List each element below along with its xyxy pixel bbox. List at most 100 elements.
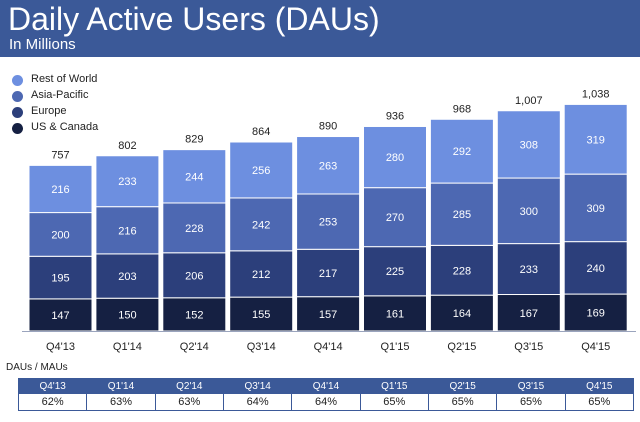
bar-segment-europe [229,250,294,298]
bar-total-label: 1,038 [582,88,610,100]
legend-item-asia-pacific: Asia-Pacific [12,88,162,104]
legend-swatch-asia-pacific [12,91,23,102]
bar-segment-asia-pacific [496,177,561,245]
bar-segment-rest-of-world [229,141,294,199]
dau-mau-value: 65% [359,393,429,411]
bar-value-label: 147 [51,310,69,322]
bar-value-label: 216 [118,225,136,237]
bar-segment-rest-of-world [496,110,561,179]
bar-total-label: 802 [118,140,136,152]
bar-segment-rest-of-world [28,164,93,214]
bar-value-label: 203 [118,271,136,283]
legend-label: Rest of World [31,73,98,85]
bar-value-label: 217 [319,268,337,280]
legend-label: Europe [31,105,67,117]
bar-value-label: 233 [118,176,136,188]
bar-segment-asia-pacific [296,193,361,250]
x-tick-label: Q2'15 [447,341,476,353]
dau-mau-quarter: Q4'13 [17,378,88,394]
bar-segment-us-canada [28,298,93,332]
bar-total-label: 936 [386,110,404,122]
bar-value-label: 152 [185,309,203,321]
x-tick-label: Q3'14 [247,341,276,353]
bar-value-label: 157 [319,309,337,321]
bar-value-label: 300 [520,206,538,218]
bar-value-label: 253 [319,217,337,229]
bar-value-label: 280 [386,152,404,164]
bar-value-label: 195 [51,273,69,285]
bar-value-label: 309 [587,203,605,215]
legend-label: US & Canada [31,121,99,133]
bar-segment-europe [363,246,427,297]
bar-segment-us-canada [229,296,294,332]
bar-value-label: 164 [453,308,471,320]
x-tick-label: Q1'14 [113,341,142,353]
bar-value-label: 228 [185,223,203,235]
bar-segment-europe [563,241,628,295]
dau-mau-value: 64% [222,393,293,411]
bar-segment-europe [28,255,93,300]
bar-value-label: 263 [319,160,337,172]
dau-mau-value: 65% [427,393,498,411]
bar-value-label: 225 [386,266,404,278]
bar-segment-europe [496,243,561,296]
bar-segment-europe [95,253,160,299]
bar-value-label: 308 [520,139,538,151]
dau-mau-value: 65% [564,393,635,411]
bar-total-label: 864 [252,126,270,138]
bar-value-label: 256 [252,165,270,177]
bar-segment-europe [296,248,361,298]
bar-value-label: 228 [453,265,471,277]
bar-total-label: 890 [319,121,337,133]
x-tick-label: Q4'13 [46,341,75,353]
dau-mau-quarter: Q2'14 [154,378,224,394]
dau-mau-value: 65% [496,393,566,411]
bar-segment-asia-pacific [363,187,427,248]
dau-mau-value: 64% [291,393,361,411]
page-title: Daily Active Users (DAUs) [8,1,380,37]
bar-value-label: 169 [587,308,605,320]
bar-segment-us-canada [496,294,561,332]
dau-mau-table: Q4'13 Q1'14 Q2'14 Q3'14 Q4'14 Q1'15 Q2'1… [17,378,635,411]
legend-label: Asia-Pacific [31,89,89,101]
page-subtitle: In Millions [9,36,76,53]
bar-value-label: 161 [386,308,404,320]
bar-value-label: 155 [252,309,270,321]
dau-mau-label: DAUs / MAUs [6,362,68,373]
bar-segment-rest-of-world [95,155,160,208]
bar-value-label: 212 [252,269,270,281]
dau-mau-quarter: Q1'14 [86,378,156,394]
bar-segment-rest-of-world [296,136,361,195]
bar-segment-europe [429,244,494,296]
dau-mau-value: 62% [17,393,88,411]
bar-total-label: 1,007 [515,95,543,107]
legend-item-rest-of-world: Rest of World [12,72,162,88]
bar-value-label: 270 [386,212,404,224]
x-tick-label: Q1'15 [380,341,409,353]
x-tick-label: Q4'15 [581,341,610,353]
bar-segment-rest-of-world [162,149,227,204]
bar-value-label: 167 [520,308,538,320]
legend-item-us-canada: US & Canada [12,120,162,136]
bar-value-label: 206 [185,270,203,282]
bar-value-label: 319 [587,134,605,146]
bar-segment-asia-pacific [162,202,227,254]
bar-value-label: 285 [453,209,471,221]
bar-value-label: 292 [453,146,471,158]
legend-swatch-us-canada [12,123,23,134]
dau-mau-value: 63% [86,393,156,411]
bar-segment-asia-pacific [95,206,160,255]
bar-total-label: 968 [453,103,471,115]
bar-segment-asia-pacific [429,182,494,246]
bar-segment-rest-of-world [429,118,494,184]
dau-mau-quarter: Q3'15 [496,378,566,394]
bar-total-label: 757 [51,149,69,161]
legend-swatch-rest-of-world [12,75,23,86]
bar-segment-us-canada [429,294,494,332]
bar-segment-asia-pacific [563,173,628,243]
bar-total-label: 829 [185,134,203,146]
dau-mau-header-row: Q4'13 Q1'14 Q2'14 Q3'14 Q4'14 Q1'15 Q2'1… [17,378,635,394]
bar-value-label: 244 [185,171,203,183]
bar-segment-us-canada [563,293,628,332]
bar-segment-rest-of-world [363,125,427,189]
